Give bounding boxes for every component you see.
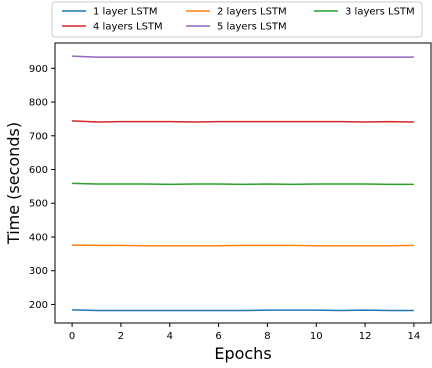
legend-label-5: 5 layers LSTM	[217, 22, 287, 33]
x-tick-label: 6	[215, 331, 221, 342]
x-tick-label: 10	[310, 331, 323, 342]
x-tick-label: 8	[264, 331, 270, 342]
plot-area-frame	[54, 42, 432, 324]
series-line-4	[72, 120, 414, 123]
series-line-3	[72, 182, 414, 186]
legend-label-3: 3 layers LSTM	[345, 7, 415, 18]
x-axis-label: Epochs	[214, 344, 271, 363]
legend-label-2: 2 layers LSTM	[217, 7, 287, 18]
series-line-5	[72, 55, 414, 58]
series-layer	[72, 55, 414, 312]
y-tick-label: 900	[29, 64, 48, 75]
y-axis-ticks: 200 300 400 500 600 700 800 900	[29, 64, 55, 311]
x-tick-label: 0	[69, 331, 75, 342]
y-tick-label: 400	[29, 232, 48, 243]
y-tick-label: 300	[29, 266, 48, 277]
y-tick-label: 800	[29, 98, 48, 109]
y-tick-label: 700	[29, 131, 48, 142]
x-tick-label: 12	[359, 331, 372, 342]
y-axis-label: Time (seconds)	[4, 122, 23, 245]
y-tick-label: 600	[29, 165, 48, 176]
y-tick-label: 200	[29, 300, 48, 311]
y-tick-label: 500	[29, 199, 48, 210]
x-tick-label: 2	[118, 331, 124, 342]
series-line-1	[72, 309, 414, 312]
series-line-2	[72, 244, 414, 247]
x-axis-ticks: 0 2 4 6 8 10 12 14	[69, 323, 420, 342]
legend-label-4: 4 layers LSTM	[93, 22, 163, 33]
chart-legend: 1 layer LSTM 2 layers LSTM 3 layers LSTM 4 …	[51, 1, 423, 38]
x-tick-label: 14	[408, 331, 421, 342]
legend-label-1: 1 layer LSTM	[93, 7, 157, 18]
x-tick-label: 4	[167, 331, 173, 342]
